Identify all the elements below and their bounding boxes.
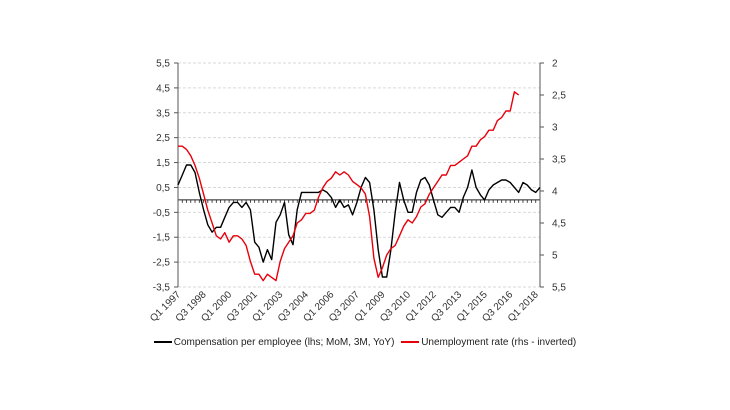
right-tick-label: 5	[552, 251, 558, 262]
right-tick-label: 5,5	[552, 283, 566, 294]
left-tick-label: 3,5	[156, 108, 170, 119]
right-tick-label: 2,5	[552, 91, 566, 102]
legend: Compensation per employee (lhs; MoM, 3M,…	[0, 337, 730, 348]
left-tick-label: 0,5	[156, 183, 170, 194]
left-tick-label: 2,5	[156, 133, 170, 144]
right-tick-label: 4,5	[552, 219, 566, 230]
series-line-unemployment	[178, 91, 520, 282]
left-y-axis: 5,5 4,5 3,5 2,5 1,5 0,5 -0,5 -1,5 -2,5 -3,5	[153, 59, 179, 294]
left-tick-label: -1,5	[153, 233, 171, 244]
right-y-axis: 2 2,5 3 3,5 4 4,5 5 5,5	[539, 59, 566, 294]
left-tick-label: -2,5	[153, 258, 171, 269]
gridlines	[178, 62, 540, 288]
legend-item-compensation: Compensation per employee (lhs; MoM, 3M,…	[153, 337, 395, 348]
left-tick-label: -0,5	[153, 208, 171, 219]
series-layer	[177, 91, 541, 282]
right-tick-label: 3	[552, 123, 558, 134]
left-tick-label: -3,5	[153, 283, 171, 294]
series-line-compensation	[177, 164, 541, 278]
right-tick-label: 4	[552, 187, 558, 198]
legend-label-unemployment: Unemployment rate (rhs - inverted)	[421, 337, 577, 348]
legend-item-unemployment: Unemployment rate (rhs - inverted)	[401, 337, 576, 348]
left-tick-label: 5,5	[156, 59, 170, 70]
legend-swatch-black	[153, 341, 172, 344]
right-tick-label: 2	[552, 59, 558, 70]
legend-swatch-red	[401, 341, 420, 344]
left-tick-label: 4,5	[156, 83, 170, 94]
zero-axis-line	[177, 199, 541, 203]
right-tick-label: 3,5	[552, 155, 566, 166]
legend-label-compensation: Compensation per employee (lhs; MoM, 3M,…	[173, 337, 395, 348]
left-tick-label: 1,5	[156, 158, 170, 169]
